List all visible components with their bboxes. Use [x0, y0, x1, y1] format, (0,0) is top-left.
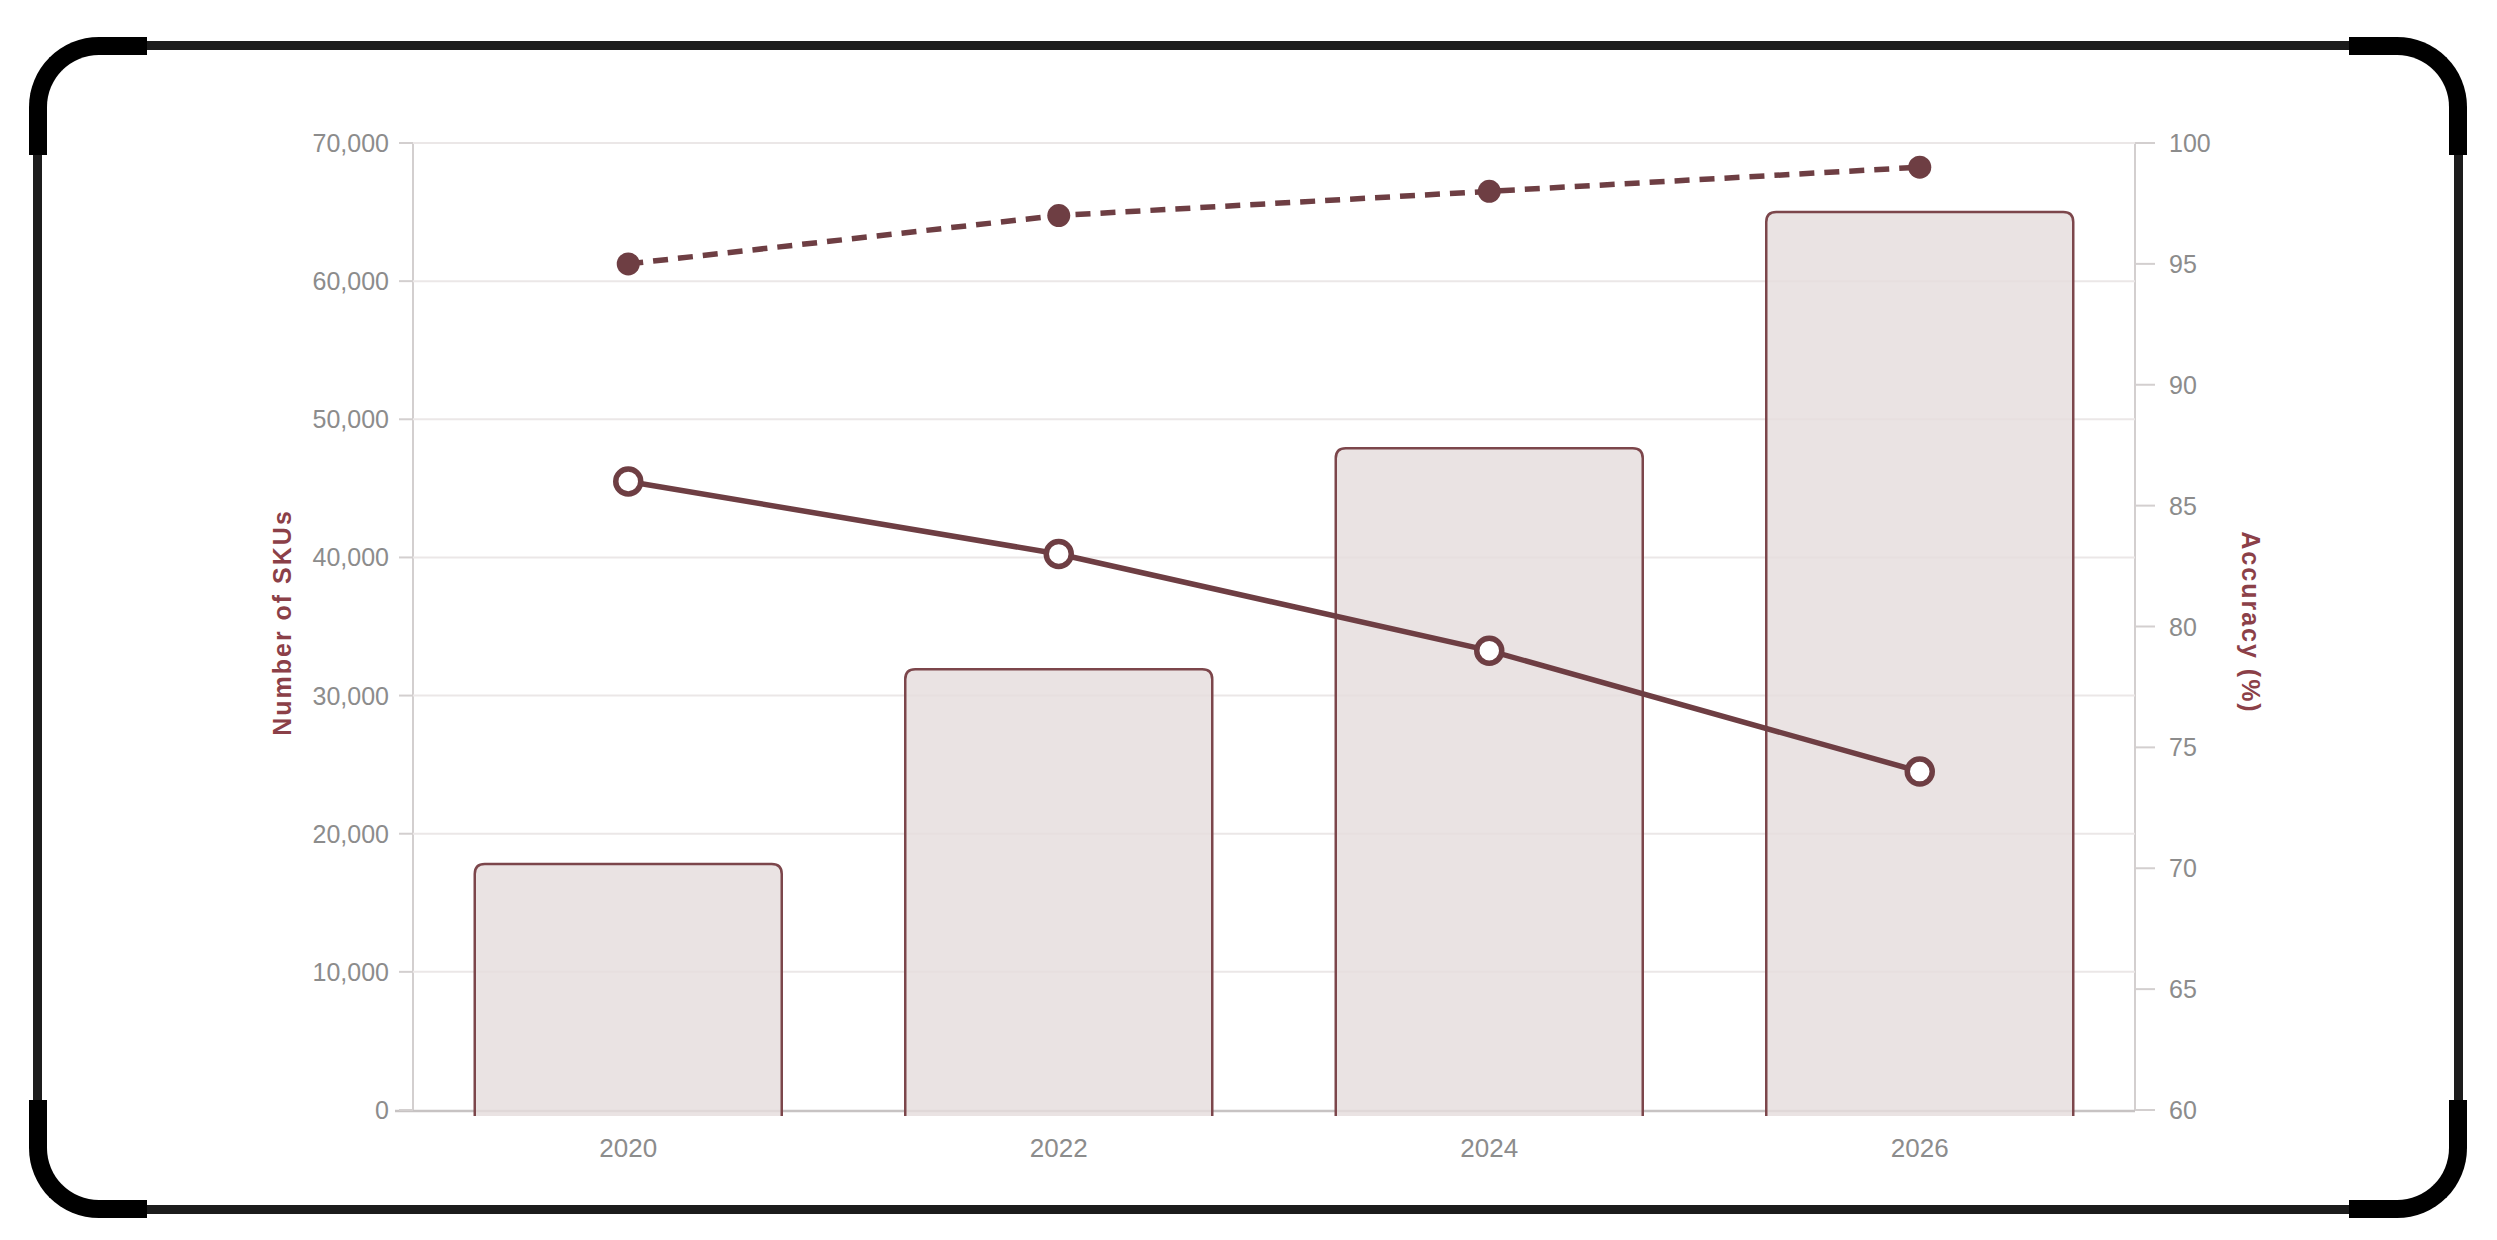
bar — [905, 669, 1212, 1116]
x-tick-label: 2020 — [599, 1133, 657, 1163]
right-tick-label: 85 — [2169, 492, 2197, 520]
bar — [1766, 212, 2073, 1116]
open-circle-marker — [1477, 638, 1502, 663]
accuracy-solid-line — [628, 481, 1920, 771]
left-tick-label: 60,000 — [313, 267, 389, 295]
right-tick-label: 100 — [2169, 129, 2211, 157]
right-tick-label: 65 — [2169, 975, 2197, 1003]
bar-series — [475, 212, 2074, 1116]
right-tick-label: 80 — [2169, 613, 2197, 641]
right-tick-label: 75 — [2169, 733, 2197, 761]
filled-circle-marker — [1478, 180, 1501, 203]
x-tick-label: 2026 — [1891, 1133, 1949, 1163]
right-tick-label: 90 — [2169, 371, 2197, 399]
filled-circle-marker — [617, 252, 640, 275]
combo-chart: 0 10,000 20,000 30,000 40,000 50,000 60,000 70,… — [0, 0, 2497, 1240]
left-tick-label: 10,000 — [313, 958, 389, 986]
screenshot-root: 0 10,000 20,000 30,000 40,000 50,000 60,000 70,… — [0, 0, 2497, 1240]
bar — [1336, 448, 1643, 1116]
filled-circle-marker — [1047, 204, 1070, 227]
right-tick-label: 95 — [2169, 250, 2197, 278]
left-tick-label: 0 — [375, 1096, 389, 1124]
bar — [475, 864, 782, 1116]
accuracy-dashed-line — [628, 167, 1920, 264]
left-tick-label: 40,000 — [313, 543, 389, 571]
left-tick-label: 70,000 — [313, 129, 389, 157]
open-circle-marker — [616, 469, 641, 494]
left-tick-label: 20,000 — [313, 820, 389, 848]
right-tick-label: 60 — [2169, 1096, 2197, 1124]
open-circle-marker — [1046, 541, 1071, 566]
line-series — [616, 156, 1933, 784]
right-tick-label: 70 — [2169, 854, 2197, 882]
filled-circle-marker — [1908, 156, 1931, 179]
x-tick-label: 2024 — [1460, 1133, 1518, 1163]
open-circle-marker — [1907, 759, 1932, 784]
x-tick-label: 2022 — [1030, 1133, 1088, 1163]
right-axis-title: Accuracy (%) — [2236, 413, 2265, 833]
left-tick-label: 30,000 — [313, 682, 389, 710]
left-axis-title: Number of SKUs — [268, 413, 297, 833]
left-tick-label: 50,000 — [313, 405, 389, 433]
